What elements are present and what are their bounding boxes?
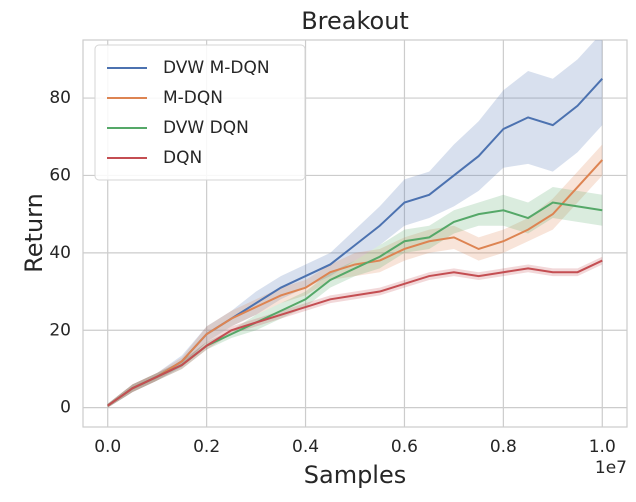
x-offset-text: 1e7 bbox=[595, 458, 627, 478]
x-tick-label: 0.0 bbox=[94, 437, 121, 457]
x-tick-label: 1.0 bbox=[589, 437, 616, 457]
x-tick-label: 0.2 bbox=[193, 437, 220, 457]
y-tick-label: 0 bbox=[60, 398, 71, 418]
confidence-band bbox=[107, 144, 603, 408]
x-tick-label: 0.4 bbox=[292, 437, 319, 457]
x-axis-label: Samples bbox=[304, 461, 407, 489]
confidence-band bbox=[107, 187, 603, 408]
y-axis-label: Return bbox=[20, 193, 48, 273]
y-tick-label: 80 bbox=[49, 88, 71, 108]
legend-label: DVW M-DQN bbox=[163, 58, 270, 78]
y-tick-label: 40 bbox=[49, 243, 71, 263]
confidence-band bbox=[107, 256, 603, 408]
confidence-band bbox=[107, 40, 603, 408]
series-line bbox=[107, 259, 603, 407]
y-tick-label: 20 bbox=[49, 320, 71, 340]
x-tick-label: 0.8 bbox=[490, 437, 517, 457]
legend-label: DQN bbox=[163, 148, 202, 168]
series-line bbox=[107, 159, 604, 407]
legend-label: DVW DQN bbox=[163, 118, 249, 138]
legend-label: M-DQN bbox=[163, 88, 223, 108]
x-tick-label: 0.6 bbox=[391, 437, 418, 457]
legend-box bbox=[94, 44, 306, 181]
plot-frame bbox=[82, 39, 628, 428]
plot-area bbox=[107, 40, 604, 408]
chart-title: Breakout bbox=[301, 7, 409, 35]
y-tick-label: 60 bbox=[49, 165, 71, 185]
